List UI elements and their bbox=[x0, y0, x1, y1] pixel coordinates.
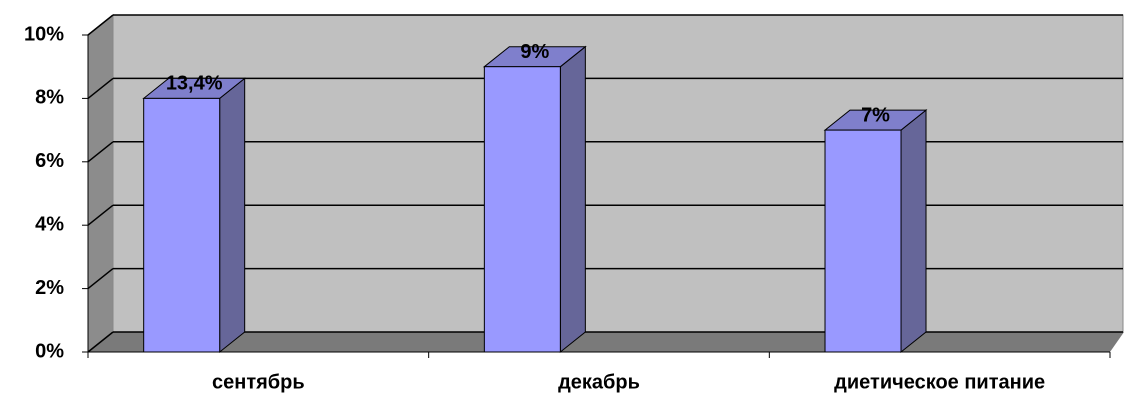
side-wall bbox=[87, 13, 114, 354]
bar bbox=[824, 129, 902, 353]
grid-line bbox=[87, 331, 114, 353]
bar-side bbox=[559, 45, 586, 354]
y-tick-label: 4% bbox=[35, 213, 64, 235]
y-tick-label: 10% bbox=[24, 23, 64, 45]
y-tick-label: 2% bbox=[35, 277, 64, 299]
annotation: 9% bbox=[520, 41, 549, 63]
grid-line bbox=[87, 268, 114, 290]
bar-side bbox=[219, 77, 246, 354]
annotation: 13,4% bbox=[166, 73, 223, 95]
y-tick-label: 6% bbox=[35, 150, 64, 172]
grid-line bbox=[87, 204, 114, 226]
x-tick-label: сентябрь bbox=[212, 371, 305, 393]
grid-line bbox=[87, 141, 114, 163]
grid-line bbox=[87, 77, 114, 99]
grid-line bbox=[87, 14, 114, 36]
bar bbox=[143, 97, 221, 353]
y-tick-label: 0% bbox=[35, 340, 64, 362]
floor bbox=[88, 332, 1124, 352]
x-tick-label: диетическое питание bbox=[834, 371, 1045, 393]
bar-side bbox=[900, 109, 927, 354]
back-wall bbox=[112, 14, 1124, 333]
bar bbox=[483, 66, 561, 353]
y-tick-label: 8% bbox=[35, 87, 64, 109]
x-tick-label: декабрь bbox=[558, 371, 640, 393]
annotation: 7% bbox=[861, 104, 890, 126]
